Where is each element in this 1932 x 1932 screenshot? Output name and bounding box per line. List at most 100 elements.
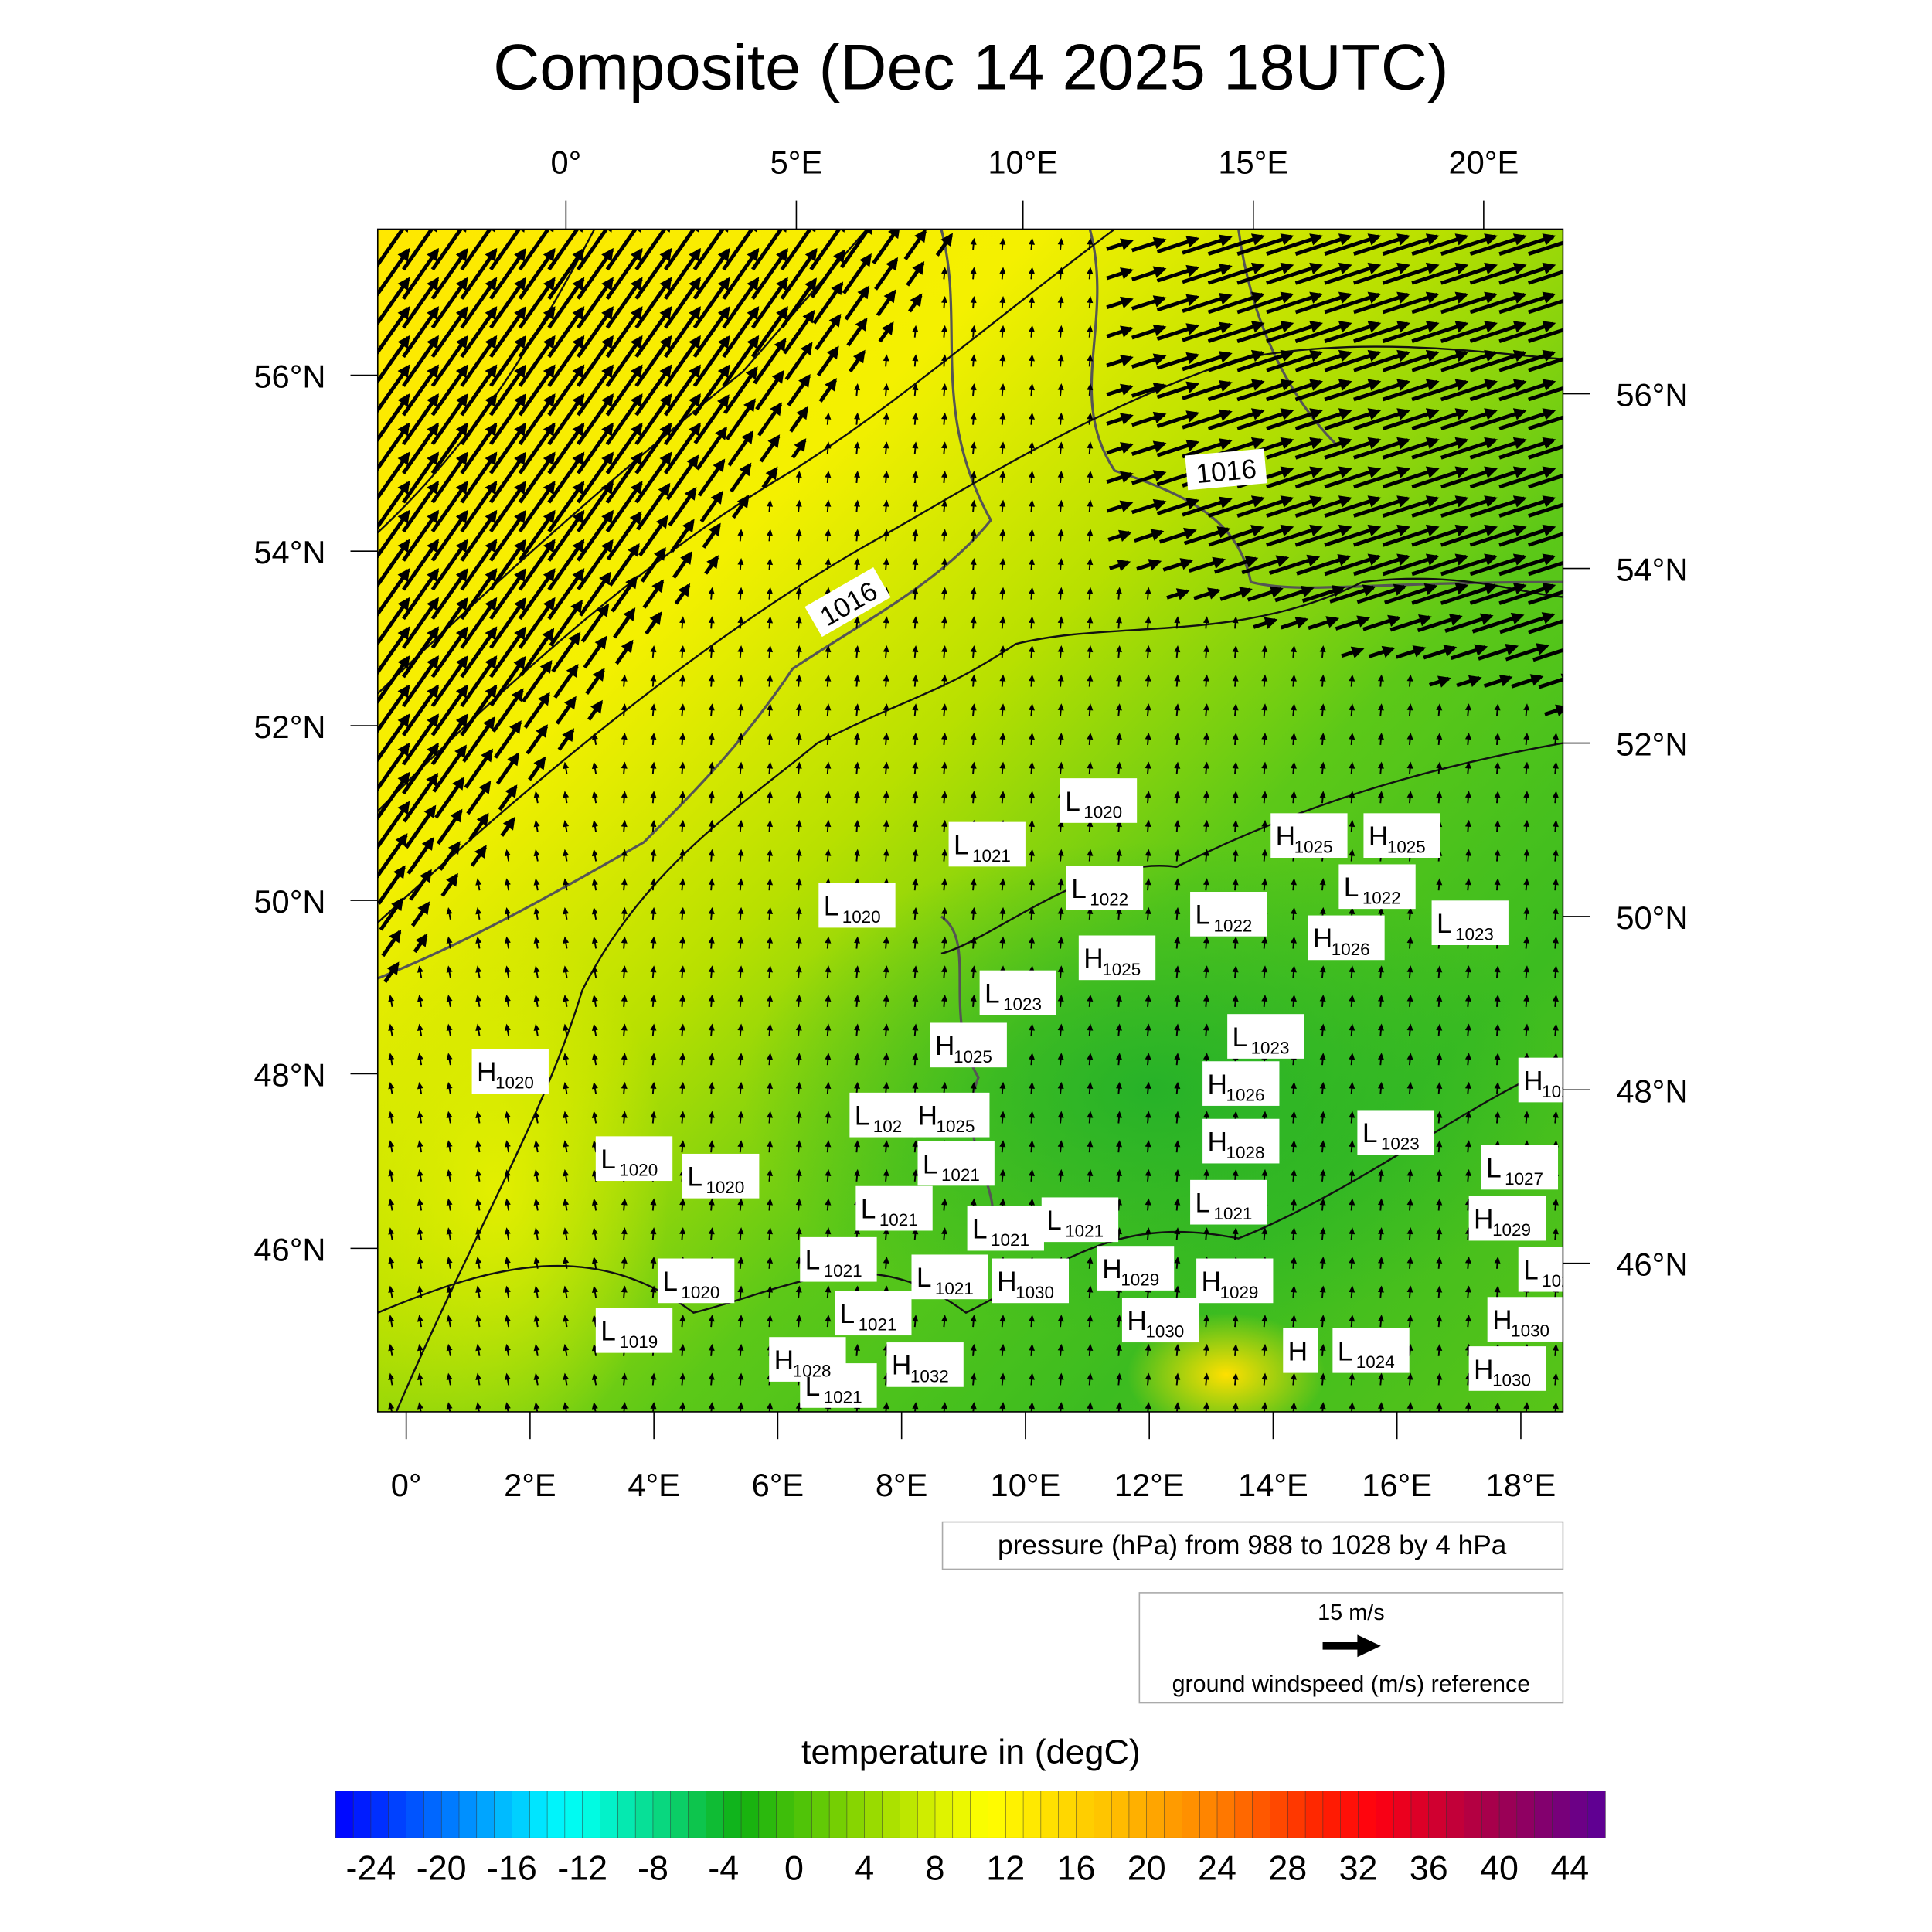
wind-arrow [912,1081,919,1094]
low-pressure-label: L 1022 [1195,900,1252,936]
pressure-center-type: H [1474,1355,1493,1385]
pressure-center-value: 1021 [859,1315,897,1335]
wind-arrow [1324,408,1382,430]
wind-arrow [1174,791,1181,804]
wind-arrow [1523,849,1530,862]
wind-arrow [446,1372,453,1386]
wind-arrow [621,1256,628,1269]
wind-arrow [999,441,1006,454]
wind-arrow [1087,1372,1094,1386]
wind-arrow [809,229,845,271]
right-lat-label: 52°N [1616,726,1688,763]
wind-arrow [767,878,774,891]
wind-arrow [1464,1081,1471,1094]
wind-arrow [621,1053,628,1066]
wind-arrow [549,599,583,647]
wind-arrow [518,451,556,504]
wind-arrow [430,247,468,300]
wind-arrow [1145,1227,1151,1240]
wind-arrow [912,849,919,862]
pressure-center-value: 102 [873,1117,902,1136]
left-lat-label: 46°N [253,1231,325,1267]
wind-arrow [1417,614,1463,633]
pressure-center-type: L [662,1267,678,1297]
wind-arrow [494,720,522,759]
wind-arrow [1528,357,1563,372]
wind-arrow [518,247,556,300]
wind-arrow [460,597,498,649]
wind-arrow [1145,1372,1151,1386]
wind-arrow [440,872,459,897]
wind-arrow [1232,703,1239,716]
wind-arrow [446,1315,453,1328]
wind-arrow [970,645,977,658]
wind-arrow [1464,849,1471,862]
low-pressure-label: L 1022 [1344,872,1401,908]
colorbar-tick-label: 44 [1550,1849,1589,1888]
colorbar-swatch [776,1791,795,1838]
wind-arrow [883,499,889,512]
wind-arrow [679,849,686,862]
wind-arrow [464,748,494,789]
wind-arrow [563,936,570,949]
wind-arrow [912,471,919,484]
wind-arrow [533,907,540,920]
wind-arrow [1087,471,1094,484]
wind-arrow [1464,994,1471,1007]
wind-arrow [1353,233,1410,256]
wind-arrow [466,781,492,815]
pressure-center-background [1270,813,1348,859]
wind-arrow [547,335,585,387]
wind-arrow [1436,1168,1443,1182]
wind-arrow [750,306,789,359]
wind-arrow [912,761,919,774]
low-pressure-label: L 1021 [1046,1206,1104,1241]
wind-arrow [591,1198,598,1211]
wind-arrow [1253,617,1278,629]
wind-arrow [912,791,919,804]
wind-arrow [708,1402,715,1412]
wind-arrow [1382,349,1440,372]
colorbar-tick-label: -12 [557,1849,607,1888]
wind-arrow [504,1168,511,1182]
pressure-legend: pressure (hPa) from 988 to 1028 by 4 hPa [941,1521,1564,1570]
wind-arrow [504,907,511,920]
wind-arrow [1319,732,1326,746]
wind-arrow [460,655,498,708]
wind-arrow [699,491,723,523]
wind-arrow [767,616,774,629]
wind-arrow [460,481,498,533]
wind-arrow [1528,386,1563,402]
wind-arrow [1057,471,1064,484]
pressure-center-background [657,1258,735,1304]
wind-arrow [377,247,410,298]
wind-arrow [737,1343,744,1356]
wind-arrow [1319,1402,1326,1412]
wind-arrow [883,1023,889,1036]
wind-arrow [737,1140,744,1153]
wind-arrow [767,1053,774,1066]
colorbar-swatch [423,1791,442,1838]
wind-arrow [402,743,440,795]
wind-arrow [1087,1140,1094,1153]
wind-arrow [999,1402,1006,1412]
wind-arrow [1087,383,1094,396]
left-lat-label: 54°N [253,534,325,570]
wind-arrow [679,819,686,832]
wind-arrow [489,626,527,679]
wind-arrow [708,703,715,716]
wind-arrow [795,1140,802,1153]
wind-arrow [1471,612,1525,634]
wind-arrow [489,509,527,562]
pressure-center-type: L [1523,1256,1539,1286]
pressure-center-type: H [1127,1306,1146,1336]
pressure-center-type: H [1276,821,1295,852]
wind-arrow [1174,703,1181,716]
wind-arrow [1528,298,1563,315]
wind-arrow [737,1198,744,1211]
wind-arrow [737,994,744,1007]
wind-arrow [377,451,410,501]
wind-arrow [1411,524,1469,547]
wind-arrow [518,229,554,271]
wind-arrow [825,412,832,425]
